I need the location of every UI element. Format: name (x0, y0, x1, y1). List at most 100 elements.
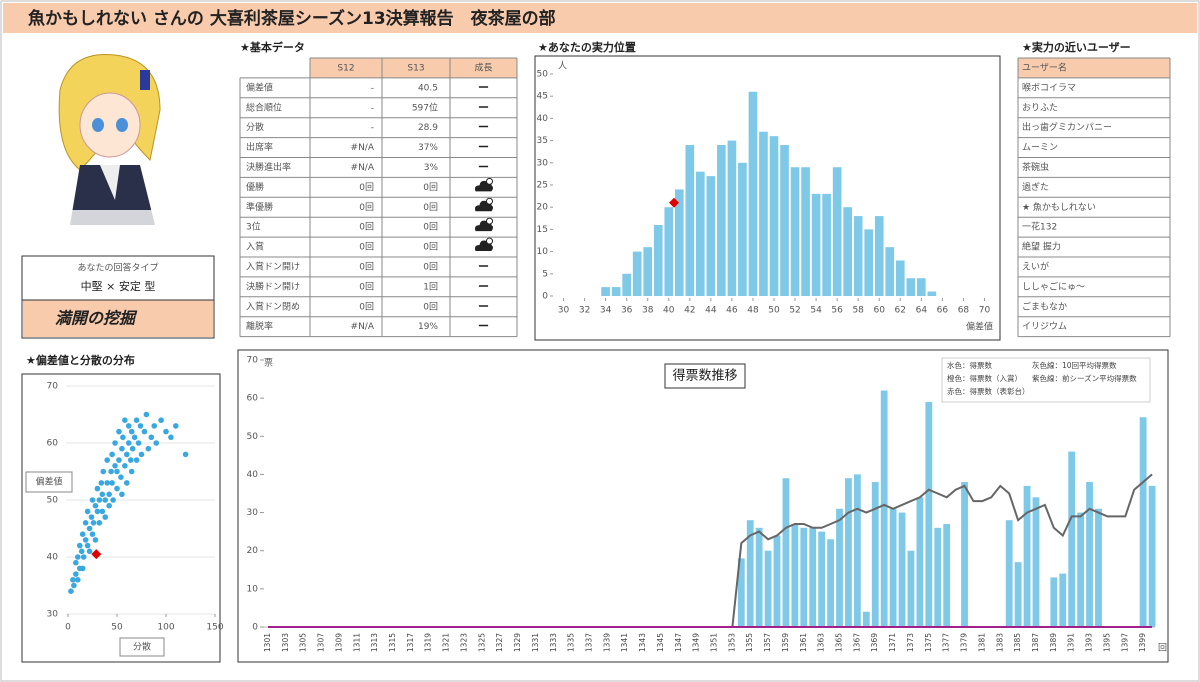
x-tick-label: 64 (916, 306, 928, 316)
vote-bar (934, 527, 942, 627)
bar (748, 91, 758, 296)
scatter-point (73, 559, 79, 566)
scatter-point (168, 434, 174, 441)
bar (674, 189, 684, 296)
bar (685, 145, 695, 296)
x-tick-label: 52 (789, 306, 800, 316)
scatter-point (131, 434, 138, 441)
y-tick-label: 30 (537, 158, 549, 168)
x-tick-label: 1313 (370, 633, 379, 652)
user-name: ムーミン (1022, 142, 1058, 153)
series-line (731, 473, 1153, 628)
x-tick-label: 1377 (942, 633, 951, 652)
scatter-point (99, 508, 106, 515)
x-tick-label: 1395 (1102, 633, 1111, 652)
scatter-point (124, 451, 130, 458)
scatter-point (104, 480, 110, 486)
scatter-point (90, 520, 97, 526)
bar (853, 216, 863, 296)
scatter-point (143, 411, 150, 418)
x-tick-label: 38 (642, 306, 654, 316)
vote-bar (880, 390, 888, 627)
vote-bar (871, 482, 879, 627)
table-cell: 28.9 (418, 123, 438, 133)
x-tick-label: 1329 (513, 633, 522, 652)
vote-bar (1005, 520, 1013, 627)
table-cell: 0回 (423, 202, 438, 213)
x-tick-label: 1333 (549, 633, 558, 652)
y-tick-label: 30 (247, 508, 259, 518)
y-tick-label: 35 (537, 136, 548, 146)
scatter-point (112, 463, 118, 469)
bar (790, 167, 800, 296)
scatter-point (114, 468, 120, 475)
bar (601, 287, 610, 296)
scatter-point (80, 554, 87, 560)
y-tick-label: 5 (542, 269, 548, 279)
x-tick-label: 1303 (281, 633, 290, 652)
table-cell-growth: ー (478, 141, 489, 154)
scatter-point (163, 428, 169, 435)
table-cell: - (371, 123, 374, 133)
x-tick-label: 54 (810, 306, 822, 316)
bar (801, 167, 810, 296)
highlight-point (669, 197, 680, 208)
scatter-frame (21, 373, 221, 663)
vote-bar (1032, 497, 1040, 627)
legend-entry: 紫色線：前シーズン平均得票数 (1032, 373, 1137, 383)
table-cell: 0回 (359, 182, 374, 193)
user-name: おりふた (1022, 102, 1058, 113)
scatter-point (133, 457, 140, 463)
table-cell-growth: ー (478, 260, 489, 273)
page-title: 魚かもしれない さんの 大喜利茶屋シーズン13決算報告 夜茶屋の部 (28, 8, 556, 29)
scatter-point (119, 491, 125, 498)
user-name: 一花132 (1022, 221, 1057, 233)
x-tick-label: 50 (768, 306, 780, 316)
x-tick-label: 1397 (1120, 633, 1129, 652)
scatter-point (75, 554, 81, 560)
legend-entry: 水色：得票数 (947, 360, 992, 370)
x-tick-label: 1373 (906, 633, 915, 652)
vote-bar (907, 550, 915, 627)
scatter-xlabel-box (119, 637, 165, 657)
x-tick-label: 1389 (1049, 633, 1058, 652)
table-cell: - (371, 103, 374, 113)
sun-shape (486, 237, 493, 245)
vote-bar (755, 527, 763, 627)
histogram-y-unit: 人 (558, 61, 567, 72)
vote-bar (746, 520, 754, 627)
x-tick-label: 1347 (674, 633, 683, 652)
scatter-point (92, 537, 99, 543)
scatter-point (106, 491, 112, 498)
table-cell: 0回 (359, 261, 374, 272)
table-cell: 1回 (423, 281, 438, 292)
scatter-ylabel-box (25, 471, 73, 493)
vote-bar (836, 508, 843, 627)
x-tick-label: 1363 (817, 633, 826, 652)
x-tick-label: 58 (852, 306, 864, 316)
bar (727, 140, 737, 296)
x-tick-label: 1381 (977, 633, 986, 652)
scatter-point (99, 491, 106, 498)
weather-icon (475, 217, 493, 232)
scatter-point (102, 497, 109, 503)
scatter-point (120, 434, 126, 441)
bar (822, 193, 831, 296)
scatter-point (98, 480, 105, 486)
scatter-point (94, 508, 101, 515)
vote-bar (1050, 577, 1058, 627)
table-cell-growth: ー (478, 81, 489, 94)
table-row-label: 入賞ドン開け (246, 260, 300, 272)
x-tick-label: 70 (979, 306, 991, 316)
scatter-point (76, 542, 83, 549)
table-cell-growth: ー (478, 121, 489, 134)
scatter-point (106, 502, 112, 509)
votes-frame (237, 349, 1169, 663)
sun-shape (486, 197, 493, 205)
scatter-point (173, 423, 179, 429)
bar (717, 145, 726, 296)
x-tick-label: 1339 (602, 633, 611, 652)
scatter-point (84, 542, 91, 549)
bar (706, 176, 716, 296)
y-tick-label: 45 (537, 92, 548, 102)
